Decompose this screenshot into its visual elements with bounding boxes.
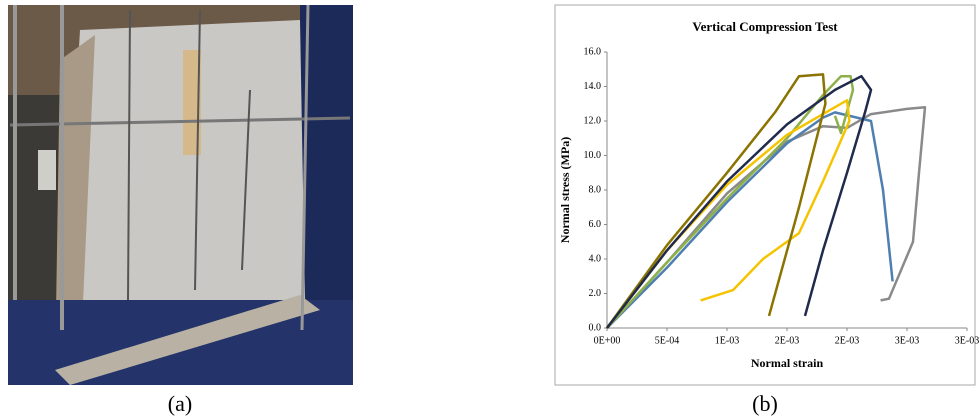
y-tick-label: 0.0 bbox=[589, 322, 602, 333]
y-tick-label: 14.0 bbox=[584, 81, 602, 92]
y-tick-label: 4.0 bbox=[589, 253, 602, 264]
y-tick-label: 10.0 bbox=[584, 150, 602, 161]
data-line bbox=[606, 74, 873, 329]
x-tick-label: 0E+00 bbox=[594, 335, 621, 346]
data-line bbox=[606, 105, 927, 329]
chart-frame bbox=[554, 4, 976, 386]
plot: 0.0 2.0 4.0 6.0 8.0 10.0 12.0 14.0 16.0 0E+00 5E-0… bbox=[584, 46, 979, 346]
x-tick-label: 1E-03 bbox=[715, 335, 739, 346]
caption: (a) bbox=[168, 391, 192, 416]
data-line bbox=[606, 74, 855, 329]
y-tick-label: 2.0 bbox=[589, 288, 602, 299]
chart-title: Vertical Compression Test bbox=[692, 19, 838, 34]
x-tick-label: 2E-03 bbox=[775, 335, 799, 346]
y-tick-label: 8.0 bbox=[589, 184, 602, 195]
photo bbox=[8, 4, 353, 385]
y-tick-label: 12.0 bbox=[584, 115, 602, 126]
x-tick-label: 2E-03 bbox=[835, 335, 859, 346]
x-tick-label: 3E-03 bbox=[955, 335, 979, 346]
x-tick-label: 5E-04 bbox=[655, 335, 679, 346]
caption: (b) bbox=[752, 391, 778, 416]
y-tick-label: 6.0 bbox=[589, 219, 602, 230]
y-axis-label: Normal stress (MPa) bbox=[558, 137, 572, 243]
x-axis-label: Normal strain bbox=[751, 356, 824, 370]
x-tick-label: 3E-03 bbox=[895, 335, 919, 346]
data-line bbox=[606, 99, 851, 329]
y-tick-label: 16.0 bbox=[584, 46, 602, 57]
data-line bbox=[605, 73, 827, 329]
